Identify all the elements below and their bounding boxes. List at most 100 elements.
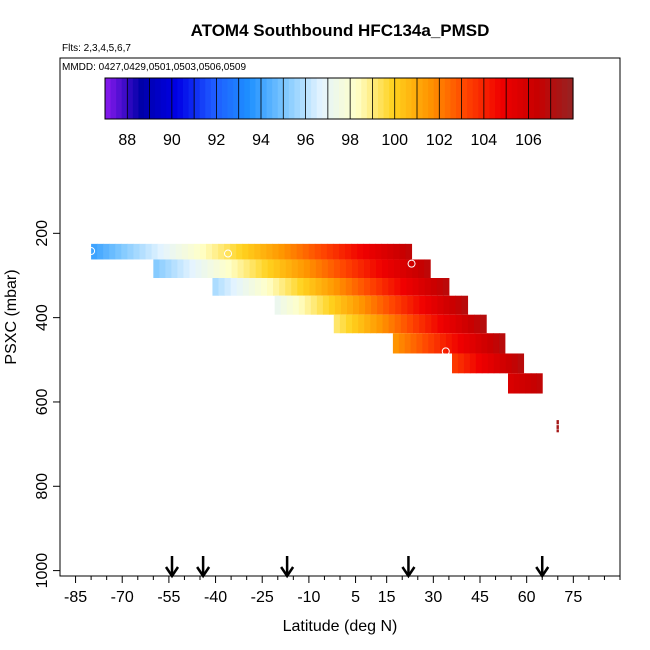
colorbar-segment: [288, 78, 296, 119]
x-tick-label: 75: [564, 589, 582, 606]
data-cell: [424, 278, 432, 296]
colorbar-segment: [132, 78, 140, 119]
data-cell: [290, 243, 298, 260]
data-cell: [413, 314, 420, 334]
colorbar-segment: [400, 78, 407, 119]
data-cell: [225, 259, 233, 279]
colorbar-segment: [194, 78, 201, 119]
colorbar-segment: [567, 78, 574, 119]
chart-title: ATOM4 Southbound HFC134a_PMSD: [191, 21, 490, 40]
colorbar-tick-label: 104: [471, 132, 498, 149]
x-tick-label: -25: [251, 589, 274, 606]
data-cell: [393, 243, 400, 260]
colorbar-segment: [556, 78, 563, 119]
data-cell: [316, 295, 324, 315]
data-cell: [358, 314, 365, 334]
data-cell: [201, 259, 209, 279]
colorbar-segment: [272, 78, 279, 119]
data-cell: [481, 333, 488, 354]
data-cell: [425, 314, 432, 334]
data-cell: [218, 278, 226, 296]
data-cell: [183, 259, 190, 279]
data-cell: [480, 314, 487, 334]
data-cell: [419, 295, 426, 315]
data-cell: [449, 295, 456, 315]
data-cell: [248, 243, 255, 260]
colorbar-segment: [121, 78, 128, 119]
data-cell: [255, 259, 263, 279]
colorbar-segment: [361, 78, 368, 119]
data-cell: [236, 243, 243, 260]
data-cell: [278, 243, 286, 260]
data-cell: [345, 278, 353, 296]
data-cell: [351, 243, 358, 260]
data-cell: [394, 314, 402, 334]
colorbar-segment: [138, 78, 145, 119]
colorbar: 88 90 92 94 96 98 100 102 104 106: [104, 77, 574, 149]
data-cell: [339, 243, 346, 260]
data-cell: [121, 243, 128, 260]
colorbar-segment: [300, 78, 307, 119]
colorbar-segment: [210, 78, 218, 119]
colorbar-segment: [389, 78, 396, 119]
colorbar-segment: [177, 78, 184, 119]
data-cell: [327, 259, 335, 279]
data-cell: [291, 278, 298, 296]
colorbar-segment: [517, 78, 524, 119]
data-cell: [327, 278, 335, 296]
data-cell: [353, 295, 360, 315]
data-cell: [219, 259, 227, 279]
colorbar-segment: [528, 78, 535, 119]
data-cell: [243, 259, 251, 279]
data-cell: [404, 333, 412, 354]
colorbar-segment: [110, 78, 117, 119]
data-cell: [493, 353, 501, 374]
data-cell: [370, 259, 377, 279]
data-cell: [153, 259, 160, 279]
data-cell: [321, 259, 329, 279]
colorbar-segment: [266, 78, 273, 119]
data-cell: [357, 278, 365, 296]
colorbar-segment: [417, 78, 424, 119]
data-cell: [369, 243, 376, 260]
data-cell: [452, 353, 459, 374]
data-cell: [469, 333, 476, 354]
colorbar-segment: [422, 78, 429, 119]
colorbar-segment: [456, 78, 463, 119]
colorbar-segment: [127, 78, 134, 119]
data-cell: [97, 243, 104, 260]
data-cell: [428, 333, 435, 354]
data-cell: [345, 259, 353, 279]
data-cell: [418, 259, 425, 279]
colorbar-segment: [495, 78, 502, 119]
data-cell: [416, 333, 423, 354]
data-cell: [475, 333, 482, 354]
data-cell: [320, 243, 328, 260]
data-cell: [352, 314, 359, 334]
data-cell: [556, 429, 559, 433]
data-cell: [392, 333, 400, 354]
colorbar-segment: [405, 78, 413, 119]
data-cell: [249, 259, 257, 279]
data-cell: [309, 278, 317, 296]
colorbar-segment: [339, 78, 346, 119]
data-cell: [406, 278, 414, 296]
colorbar-segment: [222, 78, 229, 119]
data-cell: [413, 295, 420, 315]
x-tick-label: 60: [518, 589, 536, 606]
colorbar-segment: [238, 78, 245, 119]
colorbar-segment: [244, 78, 251, 119]
data-cell: [387, 243, 394, 260]
colorbar-segment: [444, 78, 452, 119]
colorbar-segment: [550, 78, 557, 119]
data-cell: [297, 278, 304, 296]
data-cell: [193, 243, 201, 260]
data-cell: [457, 353, 465, 374]
y-tick-label: 1000: [34, 553, 51, 589]
colorbar-tick-label: 94: [252, 132, 270, 149]
sample-marker: [407, 259, 416, 268]
data-cell: [499, 353, 507, 374]
data-cell: [224, 278, 232, 296]
data-cell: [236, 278, 244, 296]
data-cell: [339, 259, 347, 279]
